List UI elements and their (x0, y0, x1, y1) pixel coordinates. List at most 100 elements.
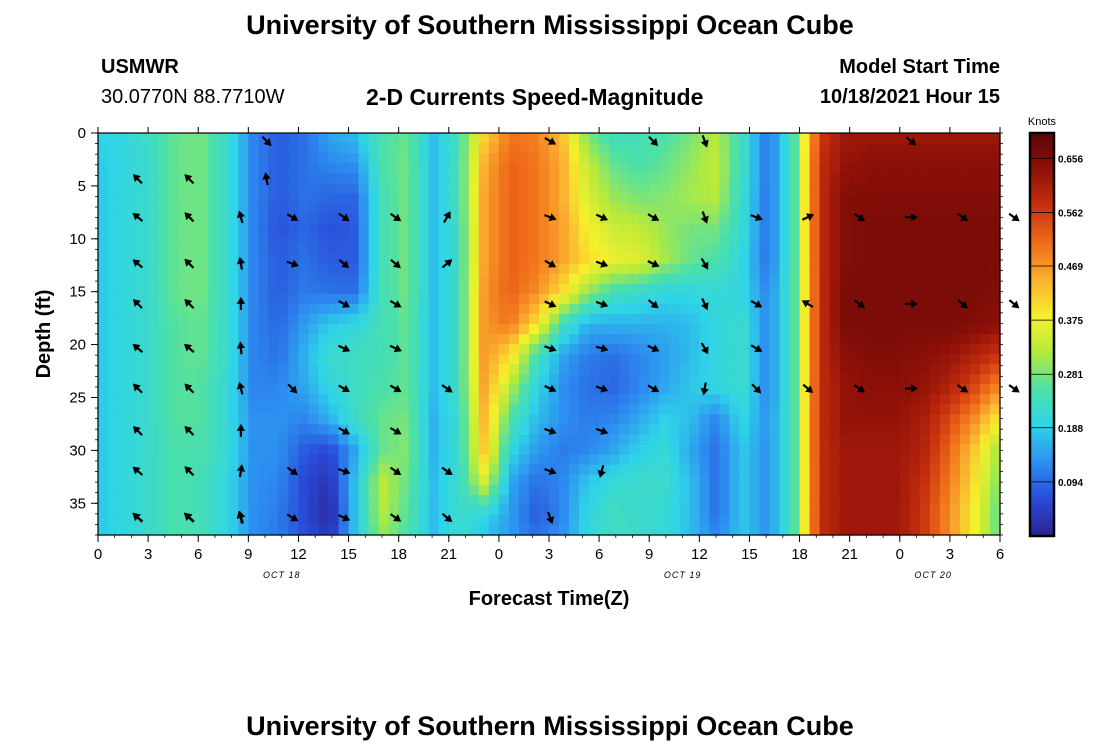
heat-cell (458, 374, 470, 385)
heat-cell (348, 233, 360, 245)
heat-cell (448, 414, 460, 426)
heat-cell (238, 283, 249, 295)
heat-cell (929, 394, 941, 405)
heat-cell (188, 263, 199, 275)
heat-cell (508, 173, 520, 184)
heat-cell (609, 243, 620, 255)
heat-cell (468, 243, 480, 255)
heat-cell (589, 323, 600, 335)
heat-cell (438, 494, 450, 506)
heat-cell (809, 514, 821, 526)
heat-cell (859, 223, 871, 235)
heat-cell (218, 273, 229, 285)
heat-cell (879, 454, 891, 466)
heat-cell (458, 414, 470, 426)
heat-cell (969, 183, 981, 194)
heat-cell (759, 303, 771, 315)
heat-cell (238, 243, 249, 255)
heat-cell (188, 424, 199, 436)
heat-cell (238, 233, 249, 245)
heat-cell (819, 474, 831, 486)
x-tick-label: 18 (390, 546, 407, 563)
heat-cell (438, 163, 450, 174)
heat-cell (859, 504, 871, 516)
current-arrow (647, 299, 659, 309)
heat-cell (528, 273, 540, 285)
heat-cell (839, 404, 851, 415)
heat-cell (168, 323, 179, 335)
current-arrow-head (959, 300, 968, 309)
heat-cell (739, 344, 751, 355)
heat-cell (258, 293, 269, 305)
heat-cell (989, 273, 1001, 285)
heat-cell (498, 454, 510, 466)
heat-cell (408, 303, 420, 315)
heat-cell (869, 364, 881, 375)
heat-cell (949, 364, 961, 375)
heat-cell (478, 213, 490, 225)
current-arrow (132, 513, 144, 523)
heat-cell (488, 173, 500, 184)
heat-cell (979, 484, 991, 496)
heat-cell (809, 163, 821, 174)
heat-cell (208, 394, 219, 405)
heat-cell (599, 203, 610, 214)
heat-cell (649, 374, 660, 385)
heat-cell (969, 293, 981, 305)
heat-cell (839, 444, 851, 456)
heat-cell (819, 293, 831, 305)
current-arrow (236, 464, 246, 478)
heat-cell (629, 203, 640, 214)
heat-cell (108, 313, 119, 325)
heat-cell (609, 454, 620, 466)
heat-cell (198, 253, 209, 265)
heat-cell (458, 524, 470, 536)
heat-cell (498, 213, 510, 225)
heat-cell (979, 243, 991, 255)
heat-cell (198, 153, 209, 164)
heat-cell (599, 504, 610, 516)
heat-cell (829, 183, 841, 194)
heat-cell (458, 233, 470, 245)
heat-cell (749, 424, 761, 436)
heat-cell (679, 203, 690, 214)
current-arrow-head (960, 385, 969, 393)
heat-cell (659, 143, 670, 154)
heat-cell (118, 313, 129, 325)
heat-cell (829, 384, 841, 395)
heat-cell (378, 424, 390, 436)
heat-cell (839, 334, 851, 345)
heat-cell (388, 303, 400, 315)
heat-cell (679, 414, 690, 426)
heat-cell (739, 323, 751, 335)
heat-cell (739, 404, 751, 415)
heat-cell (799, 163, 811, 174)
heat-cell (228, 323, 239, 335)
heat-cell (909, 223, 921, 235)
heat-cell (959, 474, 971, 486)
heat-cell (468, 504, 480, 516)
heat-cell (198, 313, 209, 325)
heat-cell (659, 444, 670, 456)
heat-cell (398, 354, 410, 365)
heat-cell (108, 464, 119, 476)
heat-cell (258, 303, 269, 315)
heat-cell (669, 273, 680, 285)
heat-cell (989, 183, 1001, 194)
heat-cell (629, 213, 640, 225)
heat-cell (549, 514, 560, 526)
heat-cell (849, 394, 861, 405)
heat-cell (949, 484, 961, 496)
heat-cell (709, 243, 720, 255)
heat-cell (358, 143, 370, 154)
heat-cell (939, 434, 951, 446)
heat-cell (178, 303, 189, 315)
heat-cell (629, 253, 640, 265)
heat-cell (198, 514, 209, 526)
heat-cell (959, 454, 971, 466)
heat-cell (969, 394, 981, 405)
heat-cell (569, 444, 580, 456)
heat-cell (288, 283, 300, 295)
heat-cell (589, 143, 600, 154)
heat-cell (198, 414, 209, 426)
